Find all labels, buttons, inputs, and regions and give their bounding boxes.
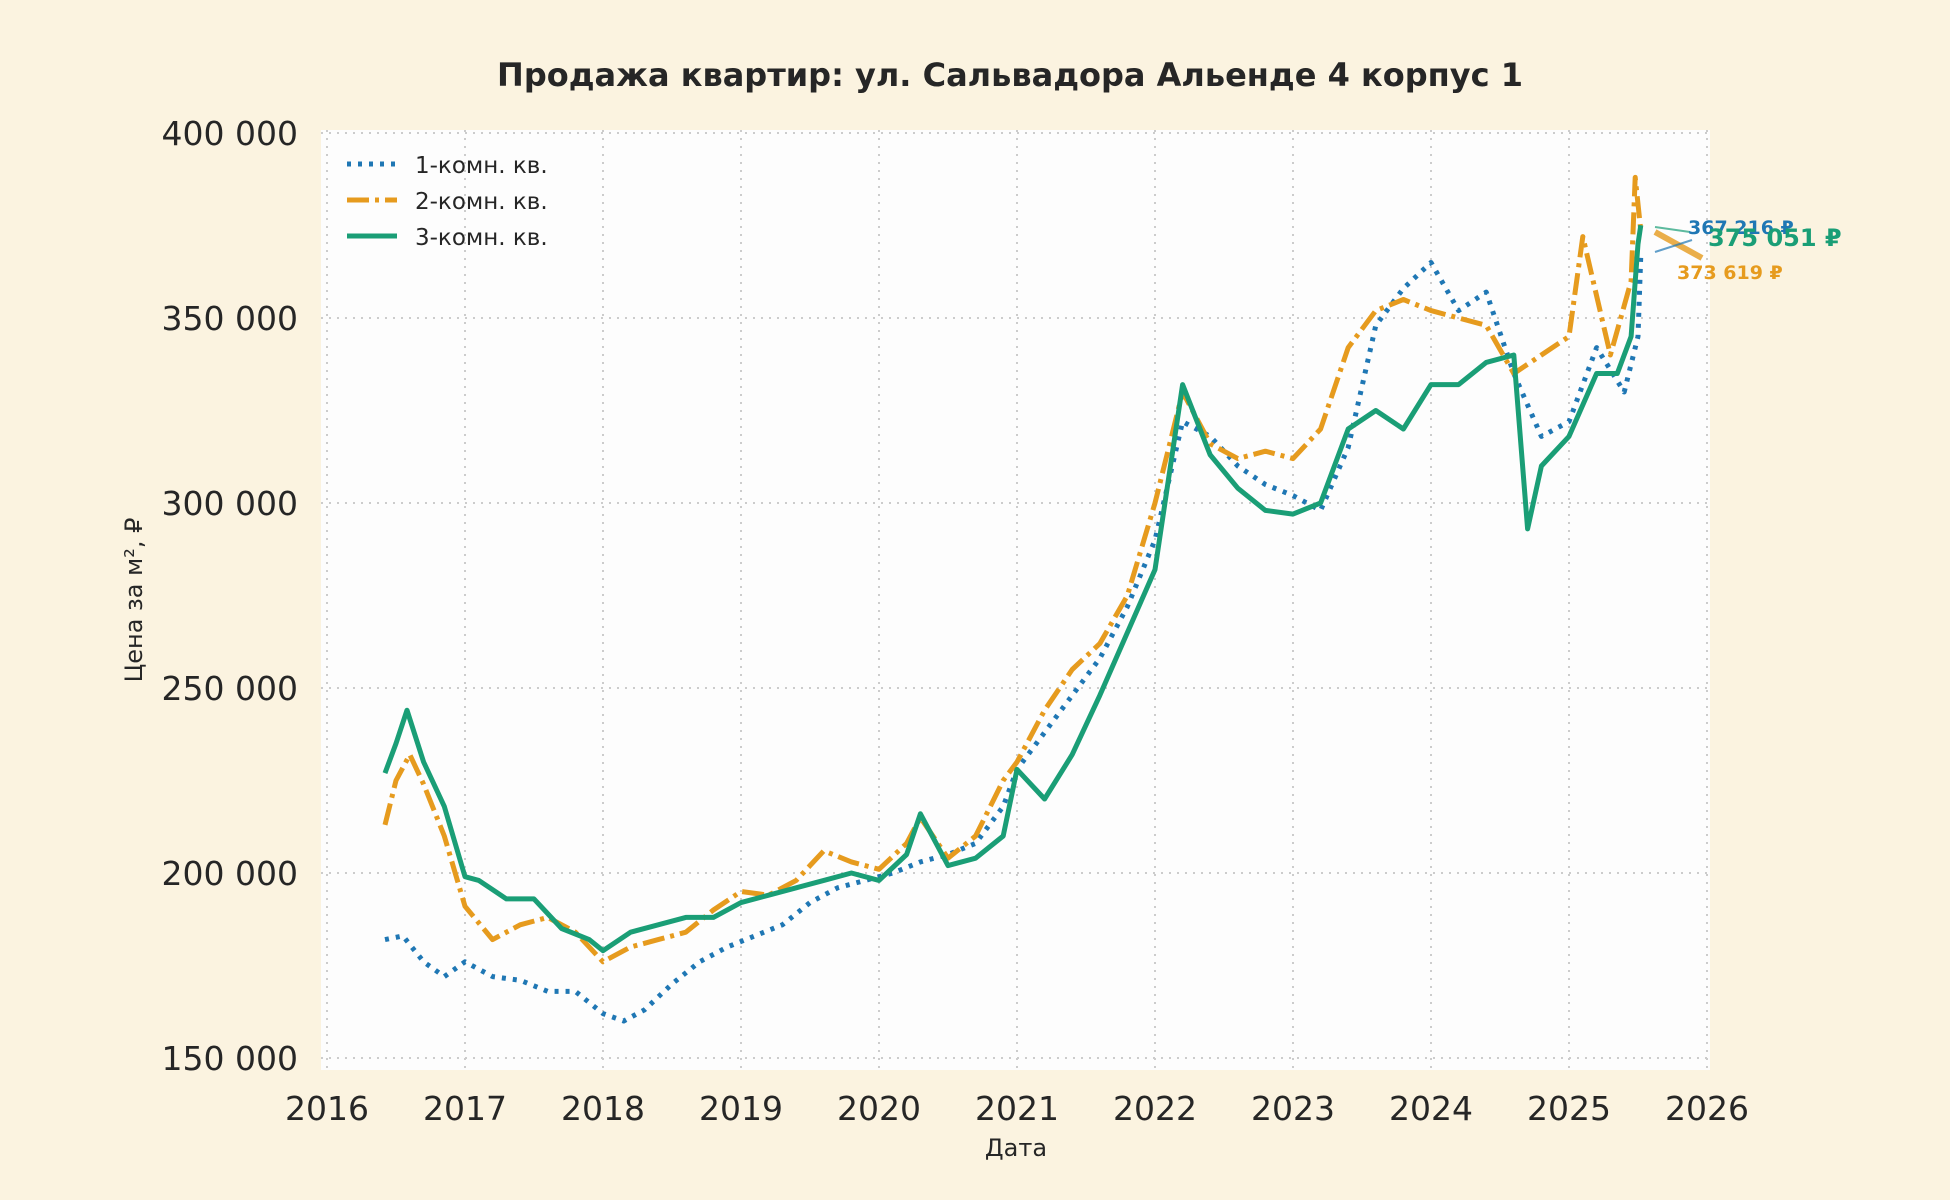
y-tick-label: 250 000 <box>162 669 298 708</box>
y-axis-ticks: 150 000 200 000 250 000 300 000 350 000 400 0… <box>162 114 298 1078</box>
annotation-arrow-3 <box>1654 239 1693 253</box>
y-axis-label: Цена за м², ₽ <box>120 518 148 683</box>
y-tick-label: 300 000 <box>162 484 298 523</box>
x-tick-label: 2018 <box>561 1089 645 1128</box>
annotation-arrow-1 <box>1654 226 1691 233</box>
x-tick-label: 2024 <box>1389 1089 1473 1128</box>
x-tick-label: 2020 <box>837 1089 921 1128</box>
chart-title: Продажа квартир: ул. Сальвадора Альенде … <box>497 56 1523 94</box>
legend-label-1: 1-комн. кв. <box>415 153 548 179</box>
series-line-1 <box>384 254 1644 1024</box>
series-line-2 <box>382 174 1644 965</box>
x-tick-label: 2025 <box>1527 1089 1611 1128</box>
x-axis-label: Дата <box>985 1134 1047 1162</box>
x-tick-label: 2019 <box>699 1089 783 1128</box>
legend: 1-комн. кв. 2-комн. кв. 3-комн. кв. <box>347 153 548 251</box>
annotation-2room: 373 619 ₽ <box>1677 262 1783 284</box>
legend-label-2: 2-комн. кв. <box>415 189 548 215</box>
y-tick-label: 150 000 <box>162 1039 298 1078</box>
x-tick-label: 2023 <box>1251 1089 1335 1128</box>
series-line-3 <box>382 224 1644 954</box>
annotation-3room: 375 051 ₽ <box>1708 224 1842 252</box>
y-tick-label: 200 000 <box>162 854 298 893</box>
x-axis-ticks: 2016 2017 2018 2019 2020 2021 2022 2023 2024 2025… <box>285 1089 1749 1128</box>
x-tick-label: 2021 <box>975 1089 1059 1128</box>
data-series <box>382 174 1644 1024</box>
x-tick-label: 2026 <box>1665 1089 1749 1128</box>
y-tick-label: 350 000 <box>162 299 298 338</box>
x-tick-label: 2017 <box>423 1089 507 1128</box>
legend-label-3: 3-комн. кв. <box>415 225 548 251</box>
last-value-annotations: 367 216 ₽ 375 051 ₽ 373 619 ₽ <box>1653 217 1842 284</box>
plot-area <box>321 130 1710 1070</box>
x-tick-label: 2022 <box>1113 1089 1197 1128</box>
x-tick-label: 2016 <box>285 1089 369 1128</box>
y-tick-label: 400 000 <box>162 114 298 153</box>
annotation-1room: 367 216 ₽ <box>1688 217 1794 239</box>
